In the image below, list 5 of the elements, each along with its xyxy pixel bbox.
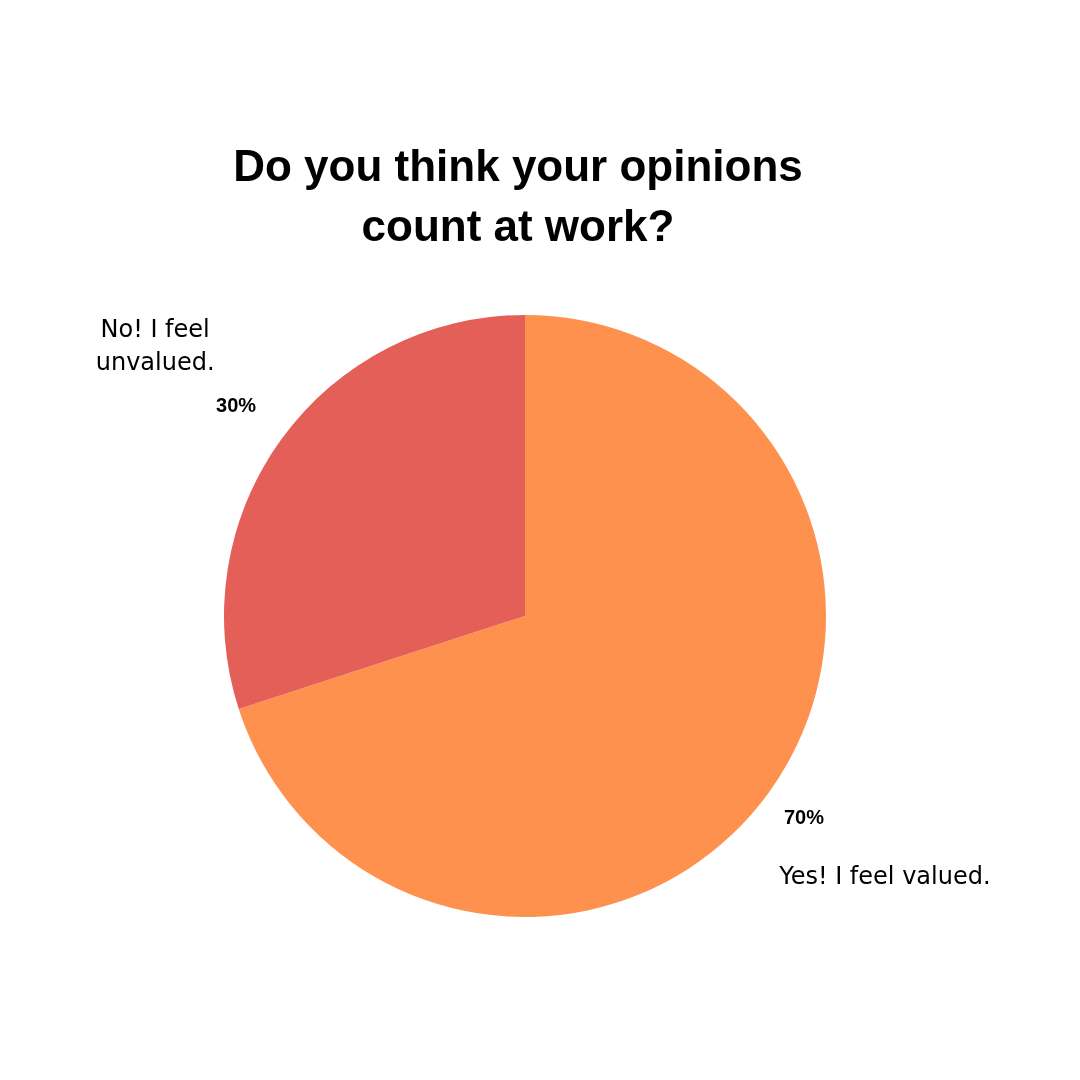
slice-label: No! I feel unvalued. [95,315,215,377]
data-label: 30% [216,393,257,416]
slice-label: Yes! I feel valued. [778,862,991,891]
data-label: 70% [783,806,825,829]
chart-title: Do you think your opinions count at work? [232,140,804,252]
